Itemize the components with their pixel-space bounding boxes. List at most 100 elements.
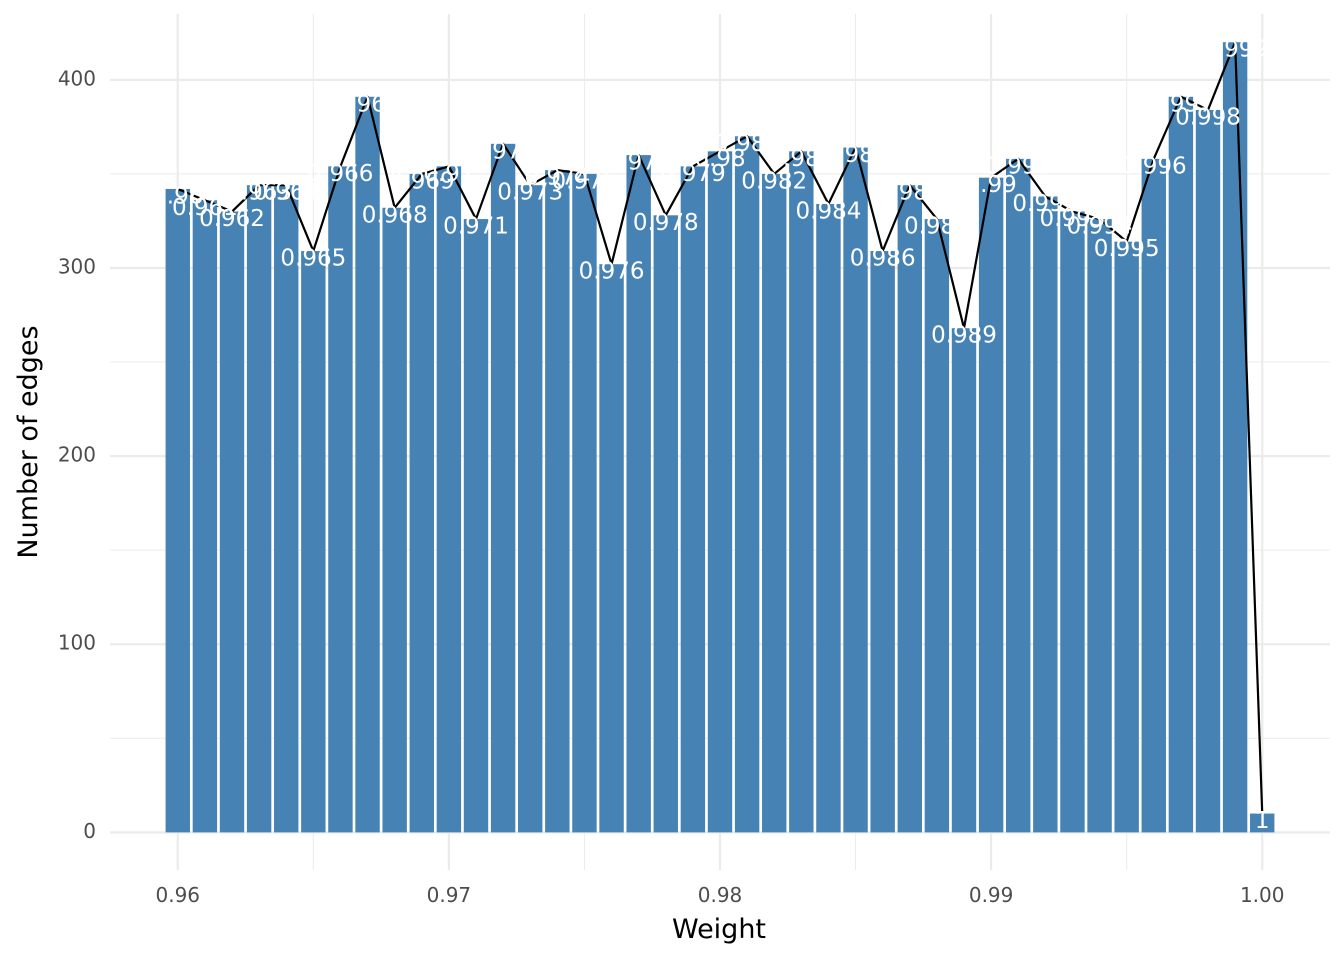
bar bbox=[246, 185, 272, 833]
data-label: 0.962 bbox=[199, 206, 265, 232]
data-label: 0.993 bbox=[1040, 206, 1106, 232]
data-label: 0.985 bbox=[823, 142, 889, 168]
bar bbox=[382, 207, 407, 833]
data-label: 0.976 bbox=[579, 259, 645, 285]
bar bbox=[1168, 96, 1194, 833]
x-tick-label: 0.99 bbox=[969, 883, 1014, 907]
data-label: 0.983 bbox=[768, 146, 834, 172]
data-label: 0.971 bbox=[443, 214, 509, 240]
bar bbox=[165, 188, 190, 833]
data-label: 0.978 bbox=[633, 210, 699, 236]
bar bbox=[274, 185, 299, 833]
x-tick-label: 0.97 bbox=[427, 883, 472, 907]
data-label: 0.961 bbox=[172, 195, 238, 221]
y-axis-ticks: 0 100 200 300 400 bbox=[58, 66, 96, 843]
data-label: 0.987 bbox=[877, 180, 943, 206]
data-label: 0.989 bbox=[931, 323, 997, 349]
bar bbox=[816, 204, 841, 833]
bar bbox=[545, 170, 570, 833]
data-label: 0.984 bbox=[796, 199, 862, 225]
bar bbox=[897, 185, 922, 833]
data-label: 0.965 bbox=[280, 246, 346, 272]
data-label: 0.97 bbox=[423, 161, 474, 187]
data-label: 0.994 bbox=[1067, 214, 1133, 240]
bar bbox=[951, 328, 977, 833]
x-tick-label: 0.98 bbox=[698, 883, 743, 907]
data-label: 0.991 bbox=[985, 153, 1051, 179]
bar bbox=[734, 136, 760, 833]
bar bbox=[626, 155, 651, 833]
y-tick-label: 400 bbox=[58, 66, 96, 90]
data-label: 0.997 bbox=[1148, 91, 1214, 117]
bar bbox=[707, 151, 733, 833]
bar bbox=[1060, 211, 1085, 833]
data-label: 0.982 bbox=[741, 168, 807, 194]
bar bbox=[409, 173, 434, 833]
trend-line-path bbox=[177, 41, 1264, 814]
data-label: 0.992 bbox=[1012, 191, 1078, 217]
bar bbox=[1114, 241, 1139, 833]
y-tick-label: 100 bbox=[58, 631, 96, 655]
bar bbox=[978, 177, 1004, 833]
bar bbox=[490, 143, 516, 833]
data-label: 0.979 bbox=[660, 161, 726, 187]
y-tick-label: 0 bbox=[83, 819, 96, 843]
data-label: 0.967 bbox=[335, 91, 401, 117]
bar bbox=[328, 166, 353, 833]
bar bbox=[1033, 196, 1058, 833]
bar bbox=[219, 211, 245, 833]
y-tick-label: 200 bbox=[58, 443, 96, 467]
data-label: 0.975 bbox=[552, 168, 618, 194]
y-axis-title: Number of edges bbox=[13, 325, 44, 558]
bar bbox=[572, 173, 597, 833]
bar bbox=[1087, 219, 1112, 833]
bar bbox=[1222, 42, 1248, 833]
bar bbox=[463, 219, 489, 833]
data-label: 0.995 bbox=[1094, 236, 1160, 262]
x-axis-title: Weight bbox=[672, 914, 766, 945]
bar bbox=[1250, 813, 1275, 833]
data-label: 1 bbox=[1255, 808, 1270, 834]
bar bbox=[653, 215, 678, 833]
data-label: 0.972 bbox=[470, 138, 536, 164]
data-label: 0.969 bbox=[389, 168, 455, 194]
bar bbox=[1195, 109, 1221, 833]
x-tick-label: 1.00 bbox=[1240, 883, 1285, 907]
data-label: 0.999 bbox=[1202, 37, 1268, 63]
bar bbox=[355, 96, 380, 833]
bar bbox=[789, 151, 814, 833]
bar bbox=[843, 147, 868, 833]
data-label: 0.968 bbox=[362, 202, 428, 228]
bar bbox=[192, 200, 218, 833]
bar bbox=[436, 166, 462, 833]
data-label: 0.981 bbox=[714, 131, 780, 157]
bars bbox=[165, 42, 1275, 833]
bar bbox=[680, 166, 706, 833]
bar bbox=[301, 251, 326, 833]
bar bbox=[870, 251, 895, 833]
data-label: 0.974 bbox=[524, 165, 590, 191]
trend-line bbox=[177, 41, 1264, 814]
data-label: 0.98 bbox=[694, 146, 745, 172]
bar bbox=[762, 173, 787, 833]
data-label: 0.96 bbox=[152, 183, 203, 209]
x-axis-ticks: 0.96 0.97 0.98 0.99 1.00 bbox=[156, 883, 1285, 907]
bar bbox=[1006, 158, 1031, 833]
bar bbox=[1141, 158, 1166, 833]
data-label: 0.964 bbox=[253, 180, 319, 206]
bar bbox=[518, 185, 543, 833]
x-tick-label: 0.96 bbox=[156, 883, 201, 907]
data-label: 0.99 bbox=[966, 172, 1017, 198]
bar bbox=[599, 264, 624, 833]
data-label: 0.966 bbox=[308, 161, 374, 187]
y-tick-label: 300 bbox=[58, 254, 96, 278]
data-label: 0.986 bbox=[850, 246, 916, 272]
data-label: 0.998 bbox=[1175, 104, 1241, 130]
data-label: 0.973 bbox=[497, 180, 563, 206]
bar bbox=[924, 219, 950, 833]
data-label: 0.977 bbox=[606, 150, 672, 176]
data-label: 0.996 bbox=[1121, 153, 1187, 179]
